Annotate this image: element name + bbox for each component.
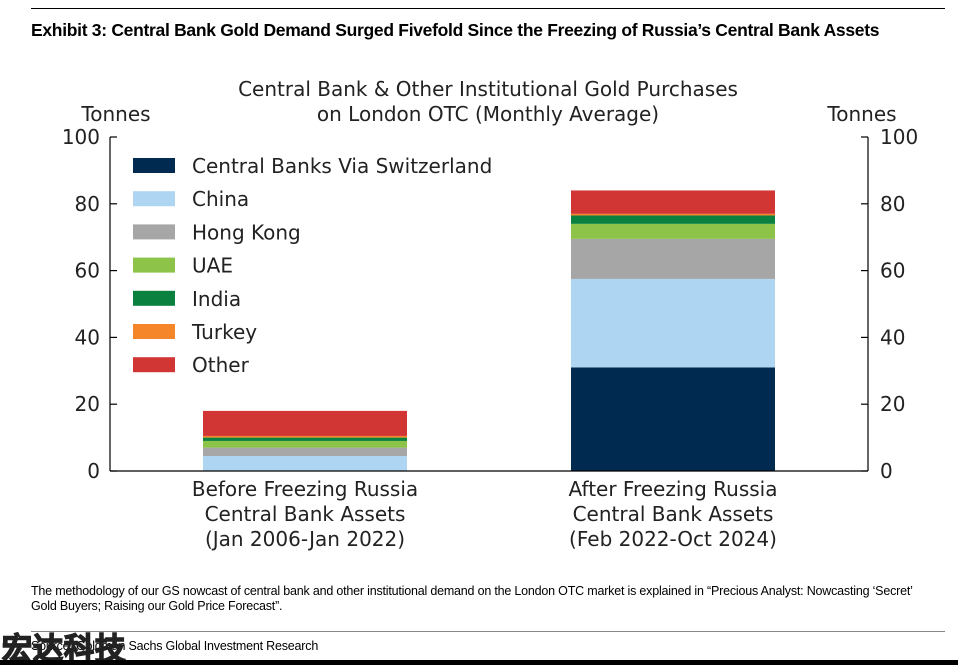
legend-swatch [133, 357, 175, 373]
bottom-bar [0, 660, 958, 665]
legend: Central Banks Via Switzerland China Hong K… [133, 154, 492, 377]
bar-segment [571, 223, 775, 239]
legend-swatch [133, 224, 175, 240]
legend-swatch [133, 324, 175, 339]
legend-swatch [133, 290, 175, 306]
bar-segment [203, 455, 407, 471]
chart-title: Central Bank & Other Institutional Gold … [238, 77, 738, 126]
category-label-line: (Jan 2006-Jan 2022) [205, 527, 405, 551]
legend-label: China [192, 187, 249, 211]
exhibit-title: Exhibit 3: Central Bank Gold Demand Surg… [31, 20, 880, 40]
axes [109, 136, 869, 472]
y-tick-label-left: 20 [75, 392, 100, 416]
bar-segment [571, 190, 775, 214]
legend-label: Turkey [191, 320, 257, 344]
y-tick-label-left: 100 [62, 125, 100, 149]
bar-segment [203, 410, 407, 436]
y-tick-label-left: 80 [75, 192, 100, 216]
bar-segment [203, 447, 407, 456]
chart-title-line: Central Bank & Other Institutional Gold … [238, 77, 738, 101]
category-label-line: Before Freezing Russia [192, 477, 418, 501]
methodology-note: The methodology of our GS nowcast of cen… [31, 584, 913, 613]
legend-swatch [133, 191, 175, 207]
y-axis-label-left: Tonnes [80, 102, 150, 126]
y-tick-label-right: 60 [880, 259, 905, 283]
chart-title-line: on London OTC (Monthly Average) [317, 102, 659, 126]
y-tick-label-left: 60 [75, 259, 100, 283]
source-text: Source: Goldman Sachs Global Investment … [31, 639, 319, 653]
top-rule [31, 8, 945, 9]
source-rule [31, 631, 945, 632]
bar-segment [203, 437, 407, 441]
y-tick-label-right: 0 [880, 459, 893, 483]
bar-segment [203, 435, 407, 438]
y-tick-label-right: 100 [880, 125, 918, 149]
bar-segment [571, 215, 775, 224]
bar-segment [571, 278, 775, 368]
legend-swatch [133, 257, 175, 273]
legend-swatch [133, 158, 175, 173]
category-label-line: Central Bank Assets [205, 502, 406, 526]
y-tick-label-left: 40 [75, 325, 100, 349]
category-label-line: Central Bank Assets [573, 502, 774, 526]
legend-label: Hong Kong [192, 220, 301, 244]
legend-label: India [192, 287, 241, 311]
y-tick-label-right: 20 [880, 392, 905, 416]
tick-labels: 0 0 20 20 40 40 60 60 80 80 100 100 [62, 125, 918, 483]
stacked-bar-chart: Central Bank & Other Institutional Gold … [62, 77, 918, 551]
bar-segment [203, 440, 407, 448]
legend-label: Other [192, 353, 250, 377]
legend-label: UAE [192, 254, 233, 278]
category-label-line: After Freezing Russia [569, 477, 778, 501]
bar-segment [571, 367, 775, 471]
y-axis-label-right: Tonnes [826, 102, 896, 126]
category-label-line: (Feb 2022-Oct 2024) [569, 527, 777, 551]
y-tick-label-left: 0 [87, 459, 100, 483]
bar-segment [571, 238, 775, 279]
bar-segment [571, 213, 775, 216]
y-tick-label-right: 40 [880, 325, 905, 349]
y-tick-label-right: 80 [880, 192, 905, 216]
legend-label: Central Banks Via Switzerland [192, 154, 492, 178]
bar-segments [203, 190, 775, 471]
